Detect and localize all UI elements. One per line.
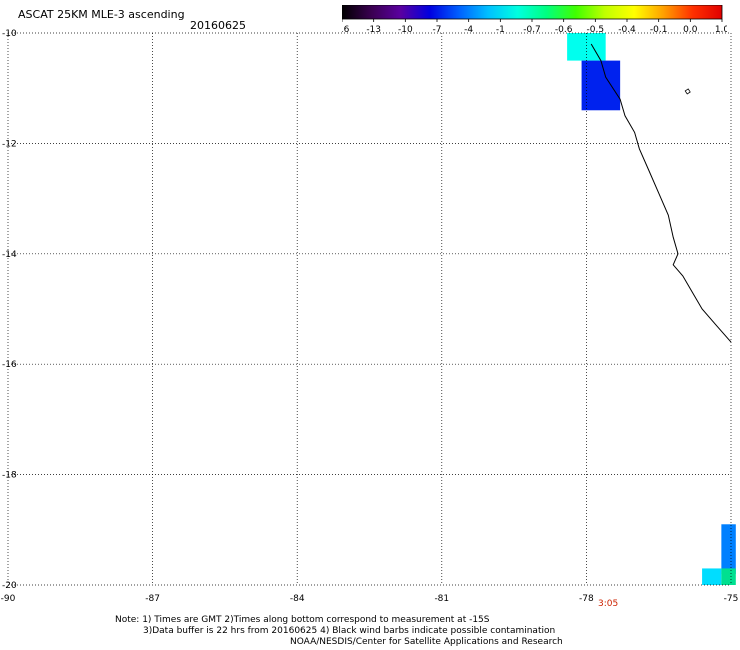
data-cell bbox=[721, 524, 736, 574]
x-tick-label: -75 bbox=[724, 594, 739, 604]
colorbar-label: 1.0 bbox=[715, 25, 727, 35]
y-tick-label: -12 bbox=[2, 139, 17, 149]
x-tick-label: -87 bbox=[145, 594, 160, 604]
colorbar-label: -0.4 bbox=[618, 25, 636, 35]
note-line-1: Note: 1) Times are GMT 2)Times along bot… bbox=[115, 615, 490, 625]
y-tick-label: -16 bbox=[2, 360, 17, 370]
colorbar-label: -1 bbox=[496, 25, 505, 35]
colorbar-label: -0.6 bbox=[555, 25, 573, 35]
data-cell bbox=[721, 568, 736, 585]
x-tick-label: -81 bbox=[434, 594, 449, 604]
data-cell bbox=[581, 60, 621, 111]
time-label: 3:05 bbox=[598, 599, 619, 609]
colorbar-label: -0.7 bbox=[523, 25, 541, 35]
colorbar-label: -10 bbox=[398, 25, 413, 35]
map-title: ASCAT 25KM MLE-3 ascending bbox=[18, 8, 185, 21]
y-tick-label: -18 bbox=[2, 471, 17, 481]
colorbar-legend: -16 -13 -10 -7 -4 -1 -0.7 -0.6 -0.5 -0.4 -0.1 0.0 1.… bbox=[342, 5, 727, 35]
colorbar-label: -0.1 bbox=[650, 25, 668, 35]
colorbar-label: -16 bbox=[342, 25, 350, 35]
y-tick-label: -10 bbox=[2, 29, 17, 39]
map-plot: -90 -87 -84 -81 -78 -75 -10 -12 -14 -16 -18 -20 bbox=[1, 29, 739, 604]
y-tick-label: -20 bbox=[2, 581, 17, 591]
colorbar-label: -4 bbox=[464, 25, 473, 35]
x-tick-label: -90 bbox=[1, 594, 16, 604]
y-tick-label: -14 bbox=[2, 250, 17, 260]
island-outline bbox=[684, 88, 691, 95]
map-date: 20160625 bbox=[190, 19, 246, 32]
coastline bbox=[590, 43, 732, 343]
data-cell bbox=[702, 568, 722, 585]
colorbar-label: -0.5 bbox=[587, 25, 605, 35]
note-line-2: 3)Data buffer is 22 hrs from 20160625 4)… bbox=[143, 626, 556, 636]
x-tick-label: -78 bbox=[579, 594, 594, 604]
colorbar-label: -13 bbox=[366, 25, 381, 35]
colorbar-label: 0.0 bbox=[683, 25, 698, 35]
colorbar-label: -7 bbox=[433, 25, 442, 35]
x-tick-label: -84 bbox=[290, 594, 305, 604]
data-cell bbox=[567, 33, 606, 61]
note-line-3: NOAA/NESDIS/Center for Satellite Applica… bbox=[290, 637, 563, 647]
